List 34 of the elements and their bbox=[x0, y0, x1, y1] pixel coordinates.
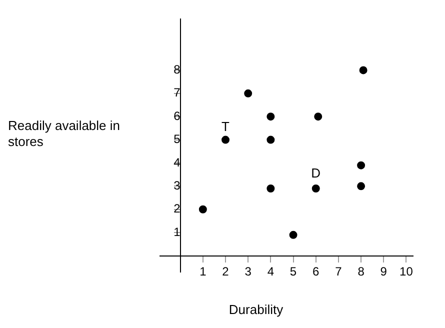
y-tick-label: 1 bbox=[174, 224, 181, 239]
y-tick-label: 8 bbox=[174, 62, 181, 77]
x-tick-label: 10 bbox=[400, 264, 414, 278]
x-tick-label: 2 bbox=[222, 264, 230, 278]
point bbox=[289, 230, 298, 239]
point bbox=[357, 161, 366, 170]
annotation: D bbox=[311, 165, 321, 180]
y-tick-label: 7 bbox=[174, 86, 181, 100]
y-tick-label: 2 bbox=[174, 202, 181, 216]
x-tick-label: 5 bbox=[290, 264, 297, 278]
point bbox=[266, 136, 275, 144]
point bbox=[266, 184, 275, 193]
point bbox=[266, 112, 275, 121]
x-tick-label: 7 bbox=[335, 264, 342, 278]
point bbox=[244, 89, 252, 98]
y-tick-label: 6 bbox=[174, 108, 181, 123]
x-tick-label: 9 bbox=[380, 264, 388, 278]
y-tick-label: 4 bbox=[174, 155, 181, 170]
point bbox=[312, 184, 320, 193]
y-tick-label: 5 bbox=[174, 132, 181, 146]
x-axis-title: Durability bbox=[228, 302, 284, 317]
point bbox=[357, 182, 366, 190]
x-tick-label: 6 bbox=[312, 264, 320, 278]
point bbox=[314, 112, 322, 121]
point bbox=[198, 205, 207, 214]
point bbox=[222, 136, 230, 144]
x-tick-label: 8 bbox=[358, 264, 365, 278]
annotation: T bbox=[222, 118, 230, 134]
x-tick-label: 1 bbox=[200, 264, 207, 278]
x-tick-label: 3 bbox=[244, 264, 252, 278]
x-tick-label: 4 bbox=[267, 264, 274, 278]
y-axis-title: Readily available in stores bbox=[8, 118, 122, 150]
y-tick-label: 3 bbox=[174, 178, 181, 192]
point bbox=[359, 66, 368, 74]
